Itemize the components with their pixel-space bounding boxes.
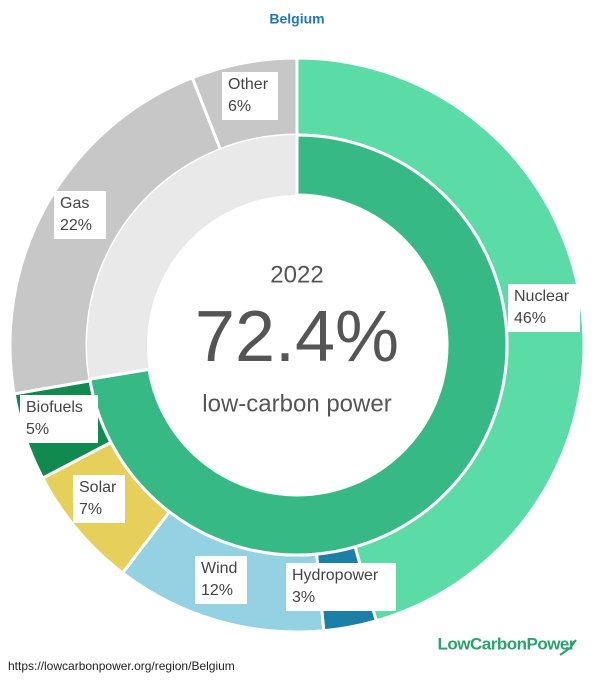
label-box — [73, 475, 125, 523]
label-value: 46% — [514, 310, 546, 327]
inner-separator — [89, 367, 150, 381]
label-box — [195, 556, 247, 604]
label-name: Wind — [201, 560, 237, 577]
label-box — [20, 395, 98, 443]
center-year: 2022 — [270, 261, 323, 288]
label-box — [508, 284, 580, 332]
label-value: 5% — [26, 421, 49, 438]
label-box — [54, 191, 106, 239]
label-box — [222, 72, 278, 120]
inner-slice — [88, 133, 509, 557]
label-box — [286, 563, 396, 611]
logo-arrow — [559, 639, 577, 656]
label-value: 7% — [79, 501, 102, 518]
label-value: 3% — [292, 589, 315, 606]
label-name: Solar — [79, 479, 117, 496]
center-caption: low-carbon power — [202, 390, 391, 417]
label-name: Other — [228, 76, 269, 93]
center-value: 72.4% — [195, 297, 399, 377]
label-name: Nuclear — [514, 288, 570, 305]
source-url: https://lowcarbonpower.org/region/Belgiu… — [8, 659, 235, 673]
labels: Nuclear 46% Hydropower 3% Wind 12% Solar 7% Biof… — [20, 72, 580, 611]
label-name: Biofuels — [26, 399, 83, 416]
label-value: 22% — [60, 217, 92, 234]
label-name: Gas — [60, 195, 89, 212]
label-value: 12% — [201, 582, 233, 599]
label-name: Hydropower — [292, 567, 379, 584]
logo: LowCarbonPower — [437, 634, 575, 653]
label-value: 6% — [228, 98, 251, 115]
chart-title: Belgium — [269, 11, 324, 27]
